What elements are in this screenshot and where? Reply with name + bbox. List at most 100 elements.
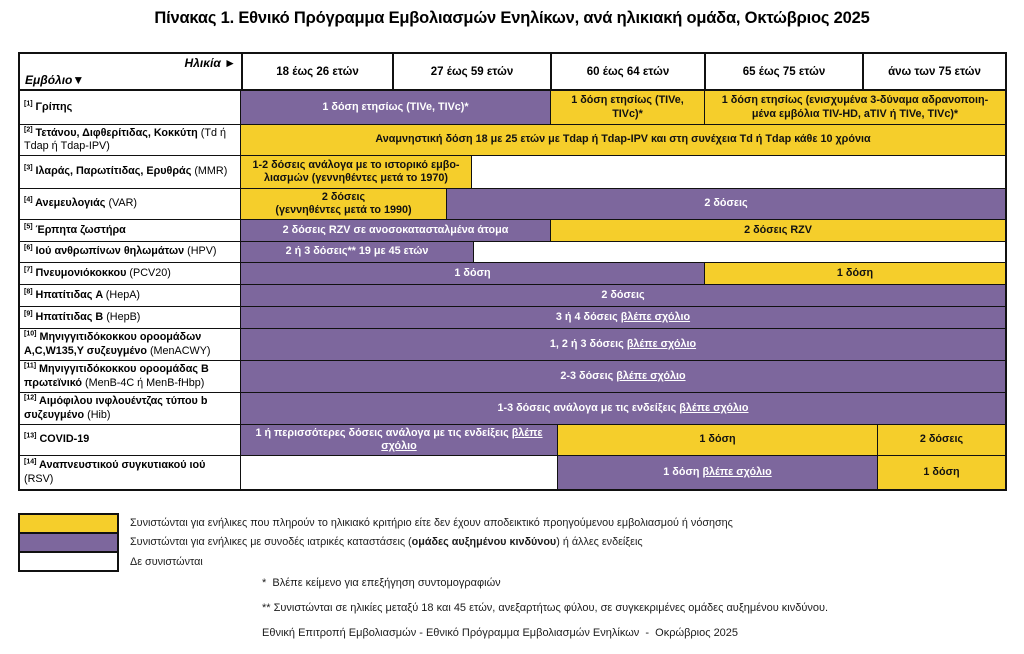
see-note-link[interactable]: βλέπε σχόλιο [679, 401, 749, 414]
dose-cell: 1-3 δόσεις ανάλογα με τις ενδείξεις βλέπ… [241, 393, 1005, 424]
dose-cell: 1 δόση [704, 263, 1005, 284]
vaccine-name: COVID-19 [36, 433, 90, 446]
table-row: [8] Ηπατίτιδας A (HepA) 2 δόσεις [20, 285, 1005, 307]
dose-text: 2-3 δόσεις βλέπε σχόλιο [560, 369, 686, 382]
age-column-header-over-75: άνω των 75 ετών [862, 54, 1005, 89]
vaccine-name: Γρίπης [32, 100, 73, 113]
table-row: [14] Αναπνευστικού συγκυτιακού ιού (RSV)… [20, 456, 1005, 489]
see-note-link[interactable]: βλέπε σχόλιο [620, 310, 691, 323]
dose-text: 1, 2 ή 3 δόσεις βλέπε σχόλιο [549, 337, 697, 350]
dose-text: 1 δόση [699, 433, 736, 446]
dose-cell: 1 δόση [877, 456, 1005, 489]
vaccine-name: Μηνιγγιτιδόκοκκου οροομάδας B πρωτεϊνικό [24, 363, 209, 389]
table-row: [12] Αιμόφιλου ινφλουέντζας τύπου b συζε… [20, 393, 1005, 425]
table-body: [1] Γρίπης 1 δόση ετησίως (TIVe, TIVc)* 1 … [20, 91, 1005, 489]
footnote-ref: [10] [24, 330, 37, 338]
table-row: [5] Έρπητα ζωστήρα 2 δόσεις RZV σε ανοσοκ… [20, 220, 1005, 242]
vaccine-label: [7] Πνευμονιόκοκκου (PCV20) [24, 266, 171, 280]
legend-item-yellow: Συνιστώνται για ενήλικες που πληρούν το … [130, 513, 733, 533]
vaccine-name: Έρπητα ζωστήρα [32, 223, 126, 236]
dose-cell: 1-2 δόσεις ανάλογα με το ιστορικό εμβο- … [241, 156, 471, 188]
vaccine-label: [3] Ιλαράς, Παρωτίτιδας, Ερυθράς (MMR) [24, 165, 227, 178]
vaccine-label: [8] Ηπατίτιδας A (HepA) [24, 288, 140, 302]
dose-cell: 2 δόσεις RZV [550, 220, 1005, 241]
vaccine-label-cell: [8] Ηπατίτιδας A (HepA) [20, 285, 241, 306]
dose-cell [241, 456, 557, 489]
table-row: [4] Ανεμευλογιάς (VAR) 2 δόσεις (γεννηθέν… [20, 189, 1005, 220]
dose-cell: 2 ή 3 δόσεις** 19 με 45 ετών [241, 242, 473, 262]
footnote-ref: [3] [24, 164, 33, 172]
vaccine-code: (MenB-4C ή MenB-fHbp) [84, 376, 205, 389]
footnote-ref: [12] [24, 394, 37, 402]
dose-text: 2 ή 3 δόσεις** 19 με 45 ετών [285, 245, 429, 258]
dose-cell: Αναμνηστική δόση 18 με 25 ετών με Tdap ή… [241, 125, 1005, 155]
dose-text: 2 δόσεις [601, 288, 645, 301]
vaccine-code: (Hib) [87, 408, 111, 421]
vaccine-label: [6] Ιού ανθρωπίνων θηλωμάτων (HPV) [24, 245, 217, 258]
vaccine-label: [4] Ανεμευλογιάς (VAR) [24, 197, 137, 210]
vaccine-label-cell: [9] Ηπατίτιδας B (HepB) [20, 307, 241, 328]
dose-cell: 2 δόσεις [877, 425, 1005, 455]
footnote-ref: [7] [24, 266, 33, 274]
see-note-link[interactable]: βλέπε σχόλιο [702, 465, 772, 478]
dose-cell: 1 ή περισσότερες δόσεις ανάλογα με τις ε… [241, 425, 557, 455]
vaccine-label-cell: [5] Έρπητα ζωστήρα [20, 220, 241, 241]
table-row: [11] Μηνιγγιτιδόκοκκου οροομάδας B πρωτε… [20, 361, 1005, 393]
dose-text: 2 δόσεις [919, 433, 964, 446]
see-note-link[interactable]: βλέπε σχόλιο [381, 426, 543, 452]
footnote-ref: [13] [24, 432, 37, 440]
vaccine-label-cell: [12] Αιμόφιλου ινφλουέντζας τύπου b συζε… [20, 393, 241, 424]
vaccine-code: (RSV) [24, 472, 54, 485]
table-header-row: Ηλικία ► Εμβόλιο▼ 18 έως 26 ετών 27 έως … [20, 54, 1005, 91]
dose-text: 3 ή 4 δόσεις βλέπε σχόλιο [555, 310, 691, 323]
vaccine-code: (MMR) [194, 165, 228, 178]
legend-item-text: Συνιστώνται για ενήλικες με συνοδές ιατρ… [130, 536, 412, 549]
table-row: [3] Ιλαράς, Παρωτίτιδας, Ερυθράς (MMR) 1-… [20, 156, 1005, 189]
dose-text: 2 δόσεις (γεννηθέντες μετά το 1990) [275, 190, 412, 216]
footnote-ref: [2] [24, 125, 33, 133]
vaccine-code: (HPV) [187, 245, 217, 258]
dose-text: 2 δόσεις RZV σε ανοσοκατασταλμένα άτομα [282, 223, 509, 236]
table-row: [6] Ιού ανθρωπίνων θηλωμάτων (HPV) 2 ή 3 … [20, 242, 1005, 263]
vaccine-name: Τετάνου, Διφθερίτιδας, Κοκκύτη [32, 126, 201, 139]
footnote-source: Εθνική Επιτροπή Εμβολιασμών - Εθνικό Πρό… [262, 627, 739, 639]
dose-text: 1 δόση ετησίως (ενισχυμένα 3-δύναμα αδρα… [721, 94, 989, 120]
vaccine-label-cell: [3] Ιλαράς, Παρωτίτιδας, Ερυθράς (MMR) [20, 156, 241, 188]
vaccine-name: Ηπατίτιδας A [32, 288, 106, 301]
dose-cell: 2 δόσεις (γεννηθέντες μετά το 1990) [241, 189, 446, 219]
vaccine-name: Μηνιγγιτιδόκοκκου οροομάδων A,C,W135,Y σ… [24, 331, 202, 357]
vaccine-label-cell: [13] COVID-19 [20, 425, 241, 455]
vaccine-code: (Td ή Tdap ή Tdap-IPV) [24, 126, 226, 152]
vaccine-name: Αιμόφιλου ινφλουέντζας τύπου b συζευγμέν… [24, 395, 208, 421]
vaccine-label-cell: [10] Μηνιγγιτιδόκοκκου οροομάδων A,C,W13… [20, 329, 241, 360]
table-row: [13] COVID-19 1 ή περισσότερες δόσεις ανά… [20, 425, 1005, 456]
vaccine-label-cell: [7] Πνευμονιόκοκκου (PCV20) [20, 263, 241, 284]
vaccine-name: Ιλαράς, Παρωτίτιδας, Ερυθράς [32, 165, 195, 178]
dose-text: 1 δόση ετησίως (TIVe, TIVc)* [571, 94, 684, 120]
vaccine-code: (HepA) [105, 288, 140, 301]
vaccine-name: Πνευμονιόκοκκου [32, 266, 130, 279]
age-column-header-27-59: 27 έως 59 ετών [392, 54, 550, 89]
dose-text: 1-2 δόσεις ανάλογα με το ιστορικό εμβο- … [252, 158, 460, 184]
dose-cell: 3 ή 4 δόσεις βλέπε σχόλιο [241, 307, 1005, 328]
vaccine-label: [5] Έρπητα ζωστήρα [24, 223, 126, 237]
dose-text: 1 δόση ετησίως (TIVe, TIVc)* [322, 100, 469, 113]
footnotes-block: * Βλέπε κείμενο για επεξήγηση συντομογρα… [262, 577, 828, 652]
legend-item-purple: Συνιστώνται για ενήλικες με συνοδές ιατρ… [130, 533, 733, 553]
see-note-link[interactable]: βλέπε σχόλιο [626, 337, 697, 350]
vaccine-axis-label: Εμβόλιο▼ [25, 73, 85, 87]
dose-text: 2 δόσεις [704, 197, 748, 210]
legend-text-block: Συνιστώνται για ενήλικες που πληρούν το … [130, 513, 733, 572]
footnote-ref: [1] [24, 100, 33, 108]
age-column-header-65-75: 65 έως 75 ετών [704, 54, 862, 89]
footnote-asterisk: * Βλέπε κείμενο για επεξήγηση συντομογρα… [262, 577, 501, 589]
vaccine-label: [12] Αιμόφιλου ινφλουέντζας τύπου b συζε… [24, 394, 237, 422]
vaccine-label: [10] Μηνιγγιτιδόκοκκου οροομάδων A,C,W13… [24, 330, 237, 358]
table-row: [7] Πνευμονιόκοκκου (PCV20) 1 δόση 1 δόση [20, 263, 1005, 285]
table-row: [9] Ηπατίτιδας B (HepB) 3 ή 4 δόσεις βλέπ… [20, 307, 1005, 329]
see-note-link[interactable]: βλέπε σχόλιο [616, 369, 686, 382]
dose-cell: 2 δόσεις RZV σε ανοσοκατασταλμένα άτομα [241, 220, 550, 241]
footnote-ref: [11] [24, 362, 37, 370]
vaccine-code: (MenACWY) [149, 344, 211, 357]
vaccine-name: Αναπνευστικού συγκυτιακού ιού [36, 459, 206, 472]
